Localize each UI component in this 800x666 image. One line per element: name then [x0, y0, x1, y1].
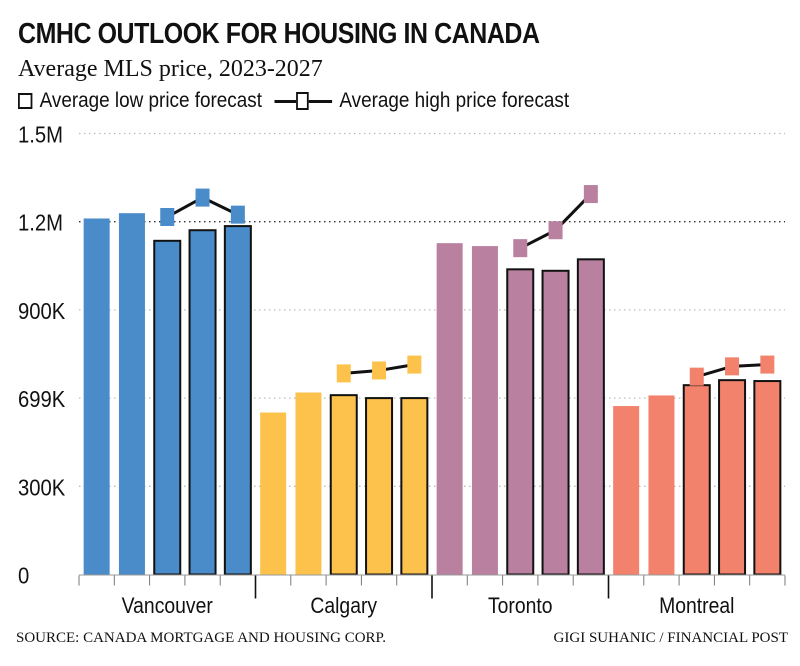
- high-forecast-marker: [195, 188, 210, 207]
- legend-high-label: Average high price forecast: [339, 89, 570, 112]
- source-note: SOURCE: CANADA MORTGAGE AND HOUSING CORP…: [16, 630, 386, 646]
- bar-calgary: [260, 412, 287, 575]
- bar-toronto: [506, 268, 535, 576]
- chart-subtitle: Average MLS price, 2023-2027: [18, 56, 323, 82]
- bar-vancouver: [83, 218, 110, 575]
- high-forecast-marker: [372, 361, 387, 380]
- y-tick-label: 1.2M: [18, 209, 63, 236]
- legend-low-swatch: [18, 93, 33, 109]
- bar-toronto: [541, 269, 570, 576]
- x-category-label: Toronto: [488, 594, 553, 618]
- high-forecast-marker: [760, 355, 775, 374]
- bar-vancouver: [223, 225, 252, 576]
- x-category-label: Montreal: [659, 594, 734, 618]
- y-tick-label: 0: [18, 562, 29, 589]
- bar-montreal: [648, 395, 675, 575]
- y-tick-label: 1.5M: [18, 121, 63, 148]
- high-forecast-marker: [689, 367, 704, 386]
- bar-montreal: [753, 380, 782, 576]
- high-forecast-marker: [725, 357, 740, 376]
- bar-toronto: [436, 243, 463, 575]
- bar-toronto: [576, 258, 605, 576]
- high-forecast-marker: [336, 364, 351, 383]
- bar-calgary: [400, 397, 429, 576]
- high-forecast-marker: [583, 185, 598, 204]
- high-forecast-marker: [548, 221, 563, 240]
- chart-title: CMHC OUTLOOK FOR HOUSING IN CANADA: [18, 18, 540, 50]
- bar-vancouver: [188, 229, 217, 576]
- bar-montreal: [718, 379, 747, 576]
- bar-calgary: [365, 397, 394, 576]
- high-forecast-marker: [230, 205, 245, 224]
- y-tick-label: 900K: [18, 298, 66, 325]
- x-category-label: Vancouver: [122, 594, 213, 618]
- x-category-label: Calgary: [310, 594, 377, 618]
- bar-calgary: [295, 392, 322, 575]
- high-forecast-marker: [160, 207, 175, 226]
- legend-low-label: Average low price forecast: [39, 89, 262, 112]
- y-tick-label: 699K: [18, 386, 66, 413]
- legend-high-swatch: [274, 91, 333, 111]
- bar-montreal: [682, 384, 711, 576]
- bar-toronto: [471, 246, 498, 575]
- bar-montreal: [613, 406, 640, 575]
- bar-vancouver: [118, 213, 145, 575]
- high-forecast-marker: [407, 355, 422, 374]
- high-forecast-marker: [513, 239, 528, 258]
- bar-vancouver: [153, 239, 182, 576]
- y-tick-label: 300K: [18, 474, 66, 501]
- bar-calgary: [329, 394, 358, 576]
- legend: Average low price forecast Average high …: [18, 88, 569, 114]
- credit-note: GIGI SUHANIC / FINANCIAL POST: [553, 630, 788, 646]
